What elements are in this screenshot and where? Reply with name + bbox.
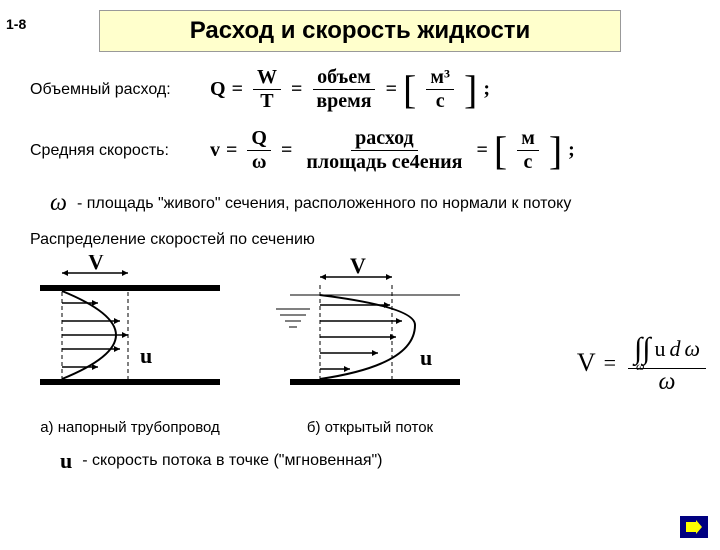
flow-word: расход [351, 127, 418, 151]
sym-Q: Q [210, 78, 226, 101]
side-u: u [654, 336, 665, 362]
diag-a-u: u [140, 343, 152, 368]
diagram-a: V u а) напорный трубопровод [20, 255, 240, 436]
diag-a-caption: а) напорный трубопровод [40, 419, 220, 436]
velocity-label: Средняя скорость: [30, 142, 210, 160]
u-text: - скорость потока в точке ("мгновенная") [82, 452, 382, 470]
eq5: = [281, 139, 292, 162]
eq6: = [476, 139, 487, 162]
diag-a-V: V [88, 255, 104, 274]
diag-b-u: u [420, 345, 432, 370]
sym-T: T [256, 90, 277, 113]
eq4: = [226, 139, 237, 162]
side-sub-omega: ω [636, 359, 644, 374]
semi2: ; [568, 139, 575, 162]
bracket-l: [ [403, 70, 416, 110]
omega-symbol: ω [50, 190, 67, 217]
unit-m3: м³ [426, 66, 454, 90]
bracket-l2: [ [494, 131, 507, 171]
u-definition: u - скорость потока в точке ("мгновенная… [60, 448, 720, 474]
volumetric-label: Объемный расход: [30, 81, 210, 99]
sym-v: v [210, 139, 220, 162]
diag-b-V: V [350, 255, 366, 278]
side-eq: = [604, 350, 616, 376]
side-den-omega: ω [655, 369, 680, 396]
arrow-right-icon [686, 520, 702, 534]
time-word: время [312, 90, 375, 113]
velocity-row: Средняя скорость: v = Q ω = расход площа… [30, 127, 720, 174]
omega-definition: ω - площадь "живого" сечения, расположен… [50, 190, 720, 217]
eq3: = [386, 78, 397, 101]
side-d: d [669, 336, 680, 362]
channel-svg: V u [260, 255, 480, 415]
unit-s: с [432, 90, 449, 113]
eq2: = [291, 78, 302, 101]
pipe-svg: V u [20, 255, 240, 415]
unit-m: м [517, 127, 539, 151]
volumetric-formula: Q = W T = объем время = [ м³ с ] ; [210, 66, 490, 113]
diagram-b: V u б) открытый поток [260, 255, 480, 436]
omega-text: - площадь "живого" сечения, расположенно… [77, 195, 571, 213]
page-title: Расход и скорость жидкости [99, 10, 621, 52]
sym-omega: ω [248, 151, 271, 174]
bracket-r2: ] [549, 131, 562, 171]
u-symbol: u [60, 448, 72, 474]
area-word: площадь се4ения [302, 151, 466, 174]
page-number: 1-8 [6, 16, 26, 32]
diag-b-caption: б) открытый поток [307, 419, 433, 436]
velocity-formula: v = Q ω = расход площадь се4ения = [ м с… [210, 127, 575, 174]
sym-W: W [253, 66, 281, 90]
semi1: ; [483, 78, 490, 101]
integral-formula: V = ∫∫ ω u d ω ω [577, 330, 710, 396]
bracket-r: ] [464, 70, 477, 110]
vol-word: объем [313, 66, 375, 90]
volumetric-row: Объемный расход: Q = W T = объем время =… [30, 66, 720, 113]
next-button[interactable] [680, 516, 708, 538]
side-v: V [577, 348, 596, 378]
unit-s2: с [520, 151, 537, 174]
sym-Q2: Q [247, 127, 271, 151]
side-omega: ω [684, 336, 700, 362]
distribution-label: Распределение скоростей по сечению [30, 231, 720, 249]
eq1: = [232, 78, 243, 101]
